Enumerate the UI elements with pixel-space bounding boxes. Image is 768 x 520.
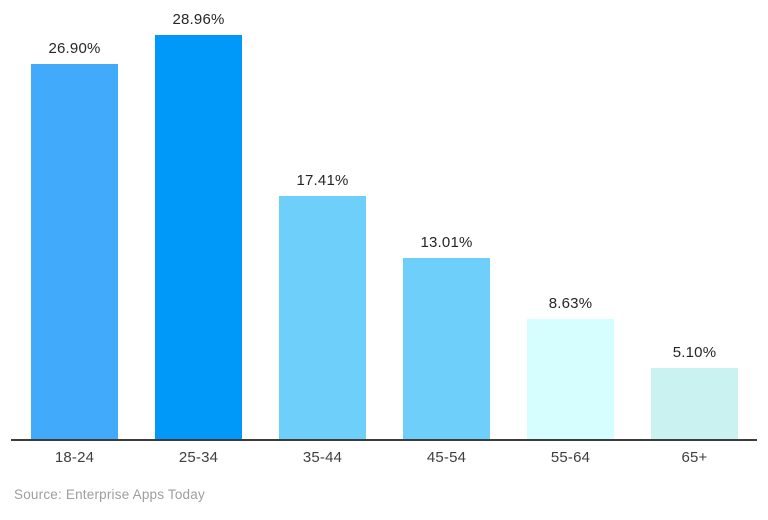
bar bbox=[651, 368, 738, 439]
bar-column: 5.10% bbox=[651, 344, 738, 439]
x-tick-label: 65+ bbox=[681, 449, 708, 466]
bar bbox=[527, 319, 614, 439]
x-axis-tick-row: 18-24 25-34 35-44 45-54 55-64 65+ bbox=[0, 449, 768, 471]
source-attribution: Source: Enterprise Apps Today bbox=[14, 487, 205, 502]
bar-column: 28.96% bbox=[155, 11, 242, 439]
data-label: 5.10% bbox=[672, 344, 717, 361]
data-label: 13.01% bbox=[420, 234, 473, 251]
bar bbox=[155, 35, 242, 439]
bar-column: 17.41% bbox=[279, 172, 366, 439]
x-tick-label: 35-44 bbox=[302, 449, 343, 466]
x-tick-label: 18-24 bbox=[54, 449, 95, 466]
plot-area: 26.90% 28.96% 17.41% 13.01% 8.63% 5.10% bbox=[11, 11, 757, 441]
bar-column: 13.01% bbox=[403, 234, 490, 439]
x-tick-label: 25-34 bbox=[178, 449, 219, 466]
bar bbox=[403, 258, 490, 439]
data-label: 28.96% bbox=[172, 11, 225, 28]
bar bbox=[279, 196, 366, 439]
data-label: 26.90% bbox=[48, 40, 101, 57]
bar-column: 26.90% bbox=[31, 40, 118, 439]
data-label: 8.63% bbox=[548, 295, 593, 312]
x-tick-label: 55-64 bbox=[550, 449, 591, 466]
bar bbox=[31, 64, 118, 439]
x-tick-label: 45-54 bbox=[426, 449, 467, 466]
x-axis-line bbox=[11, 439, 757, 441]
data-label: 17.41% bbox=[296, 172, 349, 189]
bar-column: 8.63% bbox=[527, 295, 614, 439]
